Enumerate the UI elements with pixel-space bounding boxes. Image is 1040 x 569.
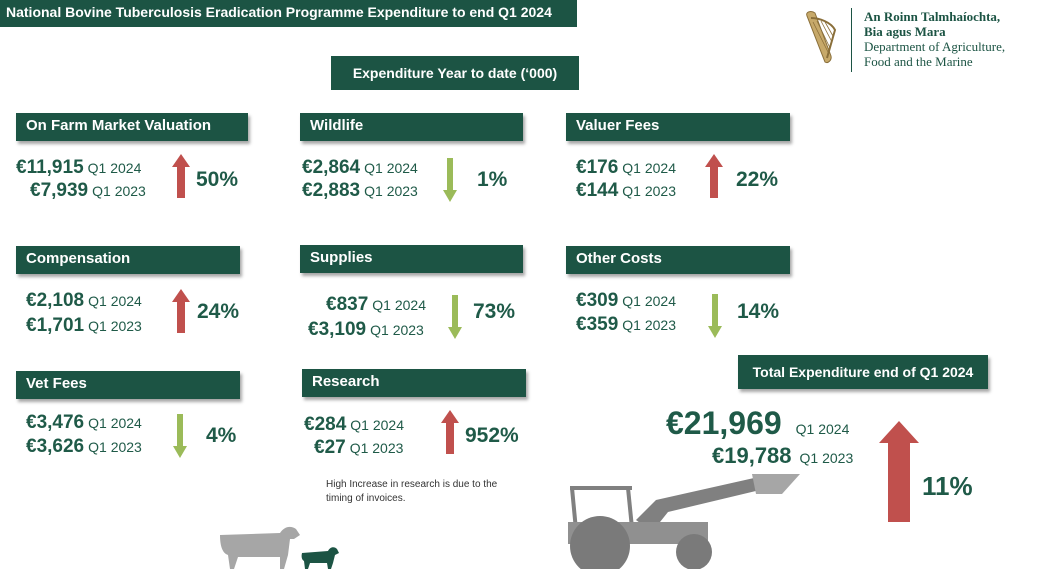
change-percent: 22%: [736, 168, 779, 191]
cow-and-calf-icon: [220, 526, 339, 569]
total-prior-amount: €19,788: [712, 443, 792, 468]
current-amount: €309: [576, 290, 619, 311]
logo-divider: [851, 8, 852, 72]
arrow-down-icon: [708, 294, 722, 338]
card-title-valuer-fees: Valuer Fees: [566, 113, 790, 141]
logo-line-1: An Roinn Talmhaíochta,: [864, 9, 1001, 24]
card-title-other-costs: Other Costs: [566, 246, 790, 274]
card-title-on-farm-market-valuation: On Farm Market Valuation: [16, 113, 248, 141]
current-label: Q1 2024: [364, 160, 418, 176]
change-percent: 4%: [206, 424, 237, 447]
department-logo-text: An Roinn Talmhaíochta, Bia agus Mara Dep…: [864, 9, 1005, 69]
current-label: Q1 2024: [350, 417, 404, 433]
prior-label: Q1 2023: [622, 183, 676, 199]
prior-label: Q1 2023: [92, 183, 146, 199]
logo-line-2: Bia agus Mara: [864, 24, 946, 39]
prior-row-valuer: €144 Q1 2023: [576, 180, 676, 202]
section-subtitle: Expenditure Year to date (‘000): [331, 56, 579, 90]
current-row-vet: €3,476 Q1 2024: [26, 412, 142, 434]
total-title: Total Expenditure end of Q1 2024: [738, 355, 988, 389]
current-amount: €176: [576, 157, 619, 178]
card-title-wildlife: Wildlife: [300, 113, 523, 141]
arrow-up-icon: [879, 421, 919, 522]
current-label: Q1 2024: [88, 293, 142, 309]
current-row-valuer: €176 Q1 2024: [576, 157, 676, 179]
current-amount: €3,476: [26, 412, 85, 433]
current-label: Q1 2024: [622, 160, 676, 176]
arrow-up-icon: [705, 154, 723, 198]
arrow-down-icon: [448, 295, 462, 339]
current-row-wildlife: €2,864 Q1 2024: [302, 157, 418, 179]
logo-line-4: Food and the Marine: [864, 54, 973, 69]
harp-icon: [806, 11, 837, 63]
total-current-label: Q1 2024: [795, 421, 850, 437]
current-amount: €2,108: [26, 290, 85, 311]
current-amount: €11,915: [16, 157, 84, 178]
prior-amount: €27: [314, 437, 346, 458]
current-amount: €837: [326, 294, 369, 315]
prior-row-research: €27 Q1 2023: [314, 437, 403, 459]
current-amount: €284: [304, 414, 347, 435]
prior-amount: €144: [576, 180, 619, 201]
prior-label: Q1 2023: [370, 322, 424, 338]
prior-amount: €1,701: [26, 315, 85, 336]
arrow-up-icon: [441, 410, 459, 454]
change-percent: 24%: [197, 300, 240, 323]
prior-label: Q1 2023: [622, 317, 676, 333]
prior-amount: €3,109: [308, 319, 367, 340]
current-row-other: €309 Q1 2024: [576, 290, 676, 312]
change-percent: 952%: [465, 424, 519, 447]
change-percent: 73%: [473, 300, 516, 323]
current-row-research: €284 Q1 2024: [304, 414, 404, 436]
prior-row-supplies: €3,109 Q1 2023: [308, 319, 424, 341]
arrow-down-icon: [173, 414, 187, 458]
current-label: Q1 2024: [622, 293, 676, 309]
change-percent: 14%: [737, 300, 780, 323]
prior-label: Q1 2023: [88, 439, 142, 455]
card-title-supplies: Supplies: [300, 245, 523, 273]
change-percent: 1%: [477, 168, 508, 191]
prior-row-other: €359 Q1 2023: [576, 314, 676, 336]
total-change-percent: 11%: [922, 471, 973, 501]
current-amount: €2,864: [302, 157, 361, 178]
page-title: National Bovine Tuberculosis Eradication…: [0, 0, 577, 27]
prior-row-vet: €3,626 Q1 2023: [26, 436, 142, 458]
prior-row-on-farm: €7,939 Q1 2023: [30, 180, 146, 202]
prior-row-compensation: €1,701 Q1 2023: [26, 315, 142, 337]
prior-label: Q1 2023: [88, 318, 142, 334]
card-title-research: Research: [302, 369, 526, 397]
research-note: High Increase in research is due to the …: [326, 479, 498, 504]
change-percent: 50%: [196, 168, 239, 191]
tractor-icon: [568, 474, 800, 569]
total-prior-row: €19,788 Q1 2023: [712, 443, 853, 469]
logo-line-3: Department of Agriculture,: [864, 39, 1006, 54]
total-prior-label: Q1 2023: [799, 450, 854, 466]
prior-amount: €3,626: [26, 436, 85, 457]
total-current-row: €21,969 Q1 2024: [666, 405, 849, 442]
arrow-up-icon: [172, 154, 190, 198]
arrow-down-icon: [443, 158, 457, 202]
arrow-up-icon: [172, 289, 190, 333]
prior-amount: €2,883: [302, 180, 361, 201]
current-label: Q1 2024: [87, 160, 142, 176]
current-label: Q1 2024: [372, 297, 426, 313]
total-current-amount: €21,969: [666, 405, 782, 441]
card-title-vet-fees: Vet Fees: [16, 371, 240, 399]
prior-row-wildlife: €2,883 Q1 2023: [302, 180, 418, 202]
current-row-compensation: €2,108 Q1 2024: [26, 290, 142, 312]
card-title-compensation: Compensation: [16, 246, 240, 274]
prior-label: Q1 2023: [364, 183, 418, 199]
prior-amount: €7,939: [30, 180, 89, 201]
current-label: Q1 2024: [88, 415, 142, 431]
prior-label: Q1 2023: [349, 440, 404, 456]
current-row-supplies: €837 Q1 2024: [326, 294, 426, 316]
prior-amount: €359: [576, 314, 619, 335]
current-row-on-farm: €11,915 Q1 2024: [16, 157, 141, 179]
